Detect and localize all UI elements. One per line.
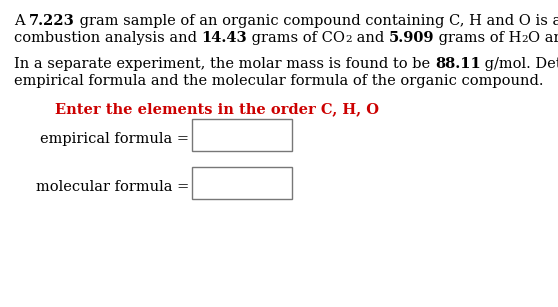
Text: 88.11: 88.11 bbox=[435, 57, 480, 71]
Text: 2: 2 bbox=[522, 35, 528, 44]
Text: grams of CO: grams of CO bbox=[247, 31, 345, 45]
Text: A: A bbox=[14, 14, 29, 28]
Text: molecular formula =: molecular formula = bbox=[36, 180, 189, 194]
Text: empirical formula and the molecular formula of the organic compound.: empirical formula and the molecular form… bbox=[14, 74, 543, 88]
Text: In a separate experiment, the molar mass is found to be: In a separate experiment, the molar mass… bbox=[14, 57, 435, 71]
Text: O are produced.: O are produced. bbox=[528, 31, 558, 45]
Text: Enter the elements in the order C, H, O: Enter the elements in the order C, H, O bbox=[55, 102, 379, 116]
FancyBboxPatch shape bbox=[192, 119, 292, 151]
Text: gram sample of an organic compound containing C, H and O is analyzed by: gram sample of an organic compound conta… bbox=[75, 14, 558, 28]
Text: combustion analysis and: combustion analysis and bbox=[14, 31, 201, 45]
Text: 5.909: 5.909 bbox=[389, 31, 434, 45]
Text: 14.43: 14.43 bbox=[201, 31, 247, 45]
Text: 2: 2 bbox=[345, 35, 352, 44]
FancyBboxPatch shape bbox=[193, 167, 292, 199]
Text: g/mol. Determine the: g/mol. Determine the bbox=[480, 57, 558, 71]
Text: 7.223: 7.223 bbox=[29, 14, 75, 28]
Text: and: and bbox=[352, 31, 389, 45]
Text: empirical formula =: empirical formula = bbox=[40, 132, 189, 146]
Text: grams of H: grams of H bbox=[434, 31, 522, 45]
